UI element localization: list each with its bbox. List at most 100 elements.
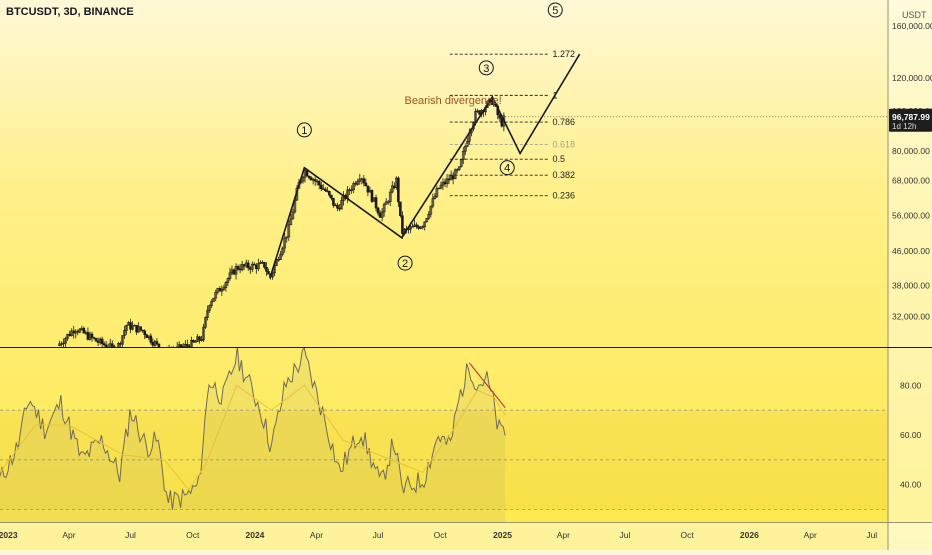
candle-body xyxy=(457,166,461,170)
candle-body xyxy=(388,191,392,203)
candle-body xyxy=(131,325,134,330)
candle-body xyxy=(121,335,124,345)
candle-body xyxy=(352,182,356,191)
candle-body xyxy=(170,351,172,355)
candles-group xyxy=(58,96,506,355)
candle-body xyxy=(220,289,224,292)
candle-body xyxy=(257,263,260,270)
candle-body xyxy=(374,197,378,209)
candle-body xyxy=(350,189,353,192)
candle-body xyxy=(64,337,67,344)
candle-body xyxy=(149,335,153,343)
candle-body xyxy=(190,339,193,347)
fib-level-label: 0.786 xyxy=(552,117,575,127)
wave-label-circle xyxy=(478,60,494,76)
x-tick-label: 2024 xyxy=(246,530,265,540)
candle-body xyxy=(291,211,295,220)
candle-body xyxy=(464,145,467,152)
candle-body xyxy=(202,326,205,341)
candle-body xyxy=(423,221,427,227)
wave-label-text: 1 xyxy=(301,125,307,137)
candle-body xyxy=(218,288,222,292)
candle-body xyxy=(110,343,114,347)
candle-body xyxy=(376,207,380,214)
x-tick-label: Oct xyxy=(681,530,695,540)
candle-body xyxy=(255,264,258,270)
candle-body xyxy=(301,176,305,182)
candle-body xyxy=(332,197,335,206)
candle-body xyxy=(78,329,82,333)
candle-body xyxy=(242,264,246,267)
candle-body xyxy=(222,287,226,290)
candle-body xyxy=(315,180,319,183)
candle-body xyxy=(455,169,459,171)
candle-body xyxy=(399,201,402,217)
candle-body xyxy=(212,297,216,302)
wave-label-circle xyxy=(499,160,515,176)
y-tick-label: 80,000.00 xyxy=(892,146,930,156)
x-tick-label: Jul xyxy=(373,530,384,540)
elliott-wave-path xyxy=(269,53,581,279)
candle-body xyxy=(214,291,218,299)
candle-body xyxy=(287,224,291,238)
candle-body xyxy=(309,177,313,181)
y-tick-label: 120,000.00 xyxy=(892,73,932,83)
candle-body xyxy=(155,341,159,345)
candle-body xyxy=(66,333,69,339)
candle-body xyxy=(68,333,71,336)
candle-body xyxy=(313,179,317,182)
y-tick-label: 32,000.00 xyxy=(892,311,930,321)
x-tick-label: Oct xyxy=(434,530,448,540)
candle-body xyxy=(439,184,443,189)
candle-body xyxy=(427,213,431,219)
candle-body xyxy=(157,343,161,347)
fib-level-label: 0.618 xyxy=(552,140,575,150)
candle-body xyxy=(234,266,238,275)
candle-body xyxy=(386,201,390,203)
candle-body xyxy=(285,236,289,239)
candle-body xyxy=(378,212,382,218)
fib-level-label: 0.236 xyxy=(552,191,575,201)
candle-body xyxy=(283,237,287,249)
candle-body xyxy=(437,187,441,190)
candle-body xyxy=(459,159,463,168)
candle-body xyxy=(188,345,191,347)
candle-body xyxy=(112,346,116,347)
candle-body xyxy=(466,140,469,147)
candle-body xyxy=(129,322,132,330)
candle-body xyxy=(397,177,400,203)
candle-body xyxy=(252,263,256,266)
x-tick-label: 2023 xyxy=(0,530,18,540)
price-axis-bg xyxy=(888,0,932,550)
candle-body xyxy=(453,169,457,180)
candle-body xyxy=(429,205,433,215)
rsi-group xyxy=(0,348,888,522)
wave-label-text: 4 xyxy=(504,163,510,175)
x-tick-label: Apr xyxy=(310,530,323,540)
fib-level-label: 1.272 xyxy=(552,49,575,59)
wave-label-text: 3 xyxy=(483,63,489,75)
candle-body xyxy=(210,301,213,306)
x-tick-label: Jul xyxy=(619,530,630,540)
candle-body xyxy=(82,327,86,334)
candle-body xyxy=(117,343,120,347)
candle-body xyxy=(86,332,90,340)
x-tick-label: 2026 xyxy=(740,530,759,540)
candle-body xyxy=(409,226,412,230)
candle-body xyxy=(279,253,282,260)
candle-body xyxy=(224,282,228,288)
candle-body xyxy=(277,259,280,261)
rsi-line xyxy=(0,348,506,510)
candle-body xyxy=(139,326,142,331)
x-tick-label: Apr xyxy=(804,530,817,540)
candle-body xyxy=(382,203,386,213)
candle-body xyxy=(226,278,230,283)
x-tick-label: Jul xyxy=(866,530,877,540)
candle-body xyxy=(164,354,166,355)
rsi-tick-label: 80.00 xyxy=(900,380,922,390)
x-tick-label: 2025 xyxy=(493,530,512,540)
candle-body xyxy=(246,262,250,269)
candle-body xyxy=(90,333,94,338)
wave-label-text: 2 xyxy=(402,258,408,270)
